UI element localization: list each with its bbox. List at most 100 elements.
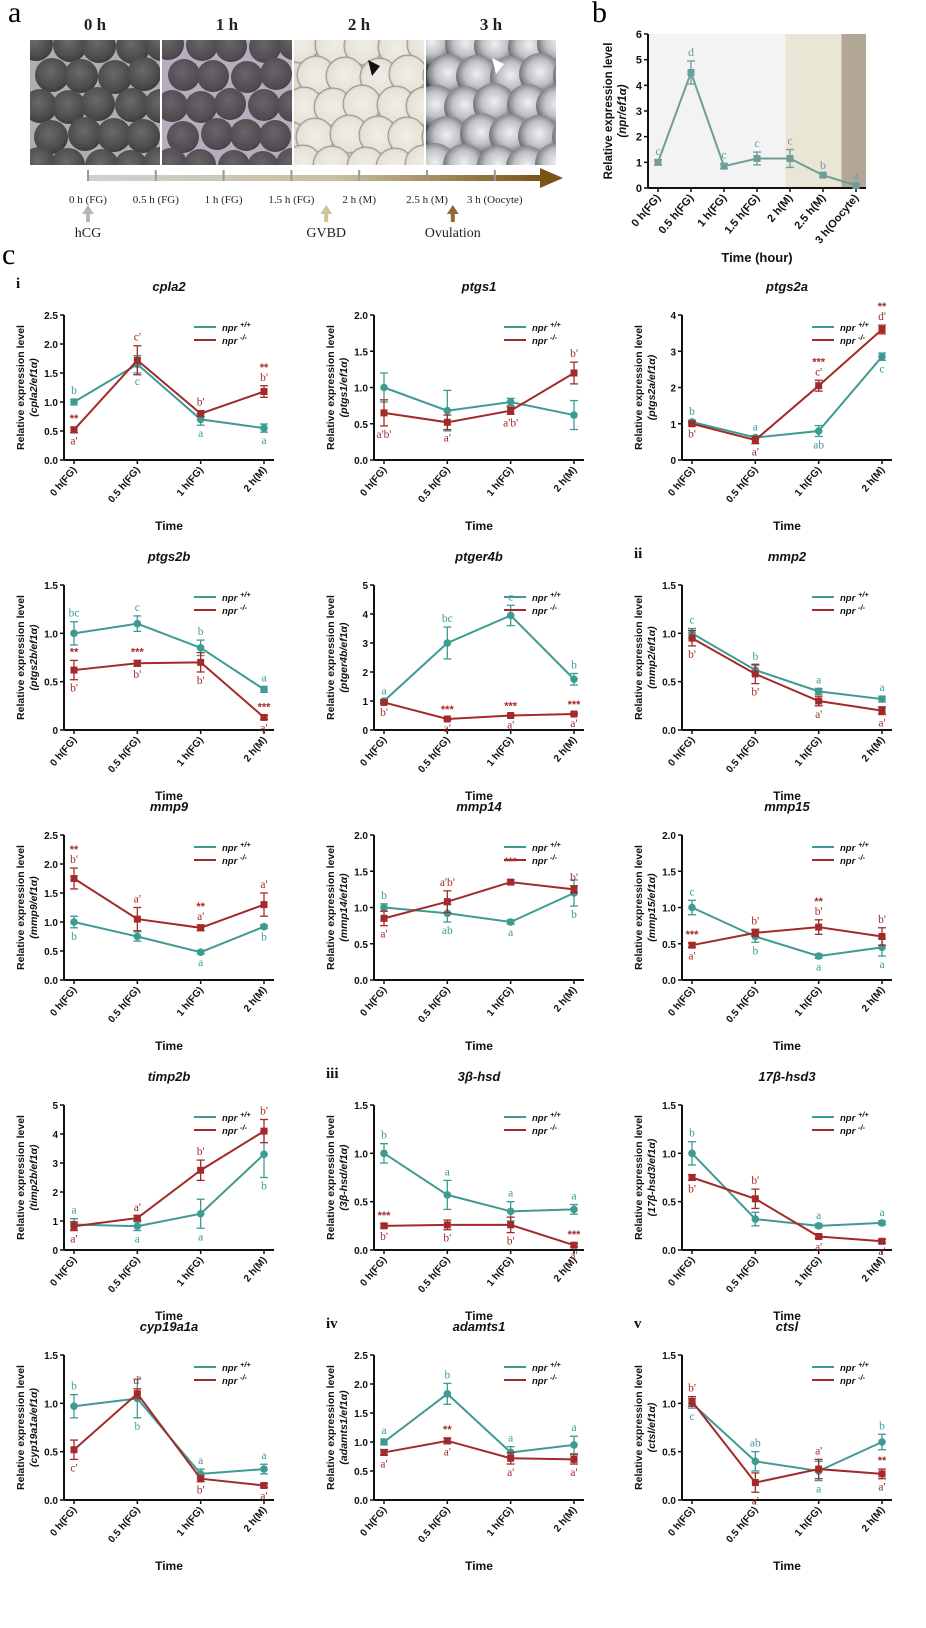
legend-label: npr +/+	[532, 1360, 561, 1374]
significance-letter: d	[688, 45, 694, 59]
significance-letter: d'	[133, 1375, 141, 1387]
y-axis-label-ratio: (mmp14/ef1α)	[338, 873, 350, 942]
x-tick-label: 0.5 h(FG)	[106, 1255, 142, 1295]
oocyte	[421, 127, 424, 147]
x-tick-label: 0.5 h(FG)	[416, 1255, 452, 1295]
legend-label: npr +/+	[532, 840, 561, 854]
data-point	[197, 410, 205, 418]
significance-letter: b	[879, 1420, 885, 1432]
oocyte	[143, 147, 160, 165]
oocyte	[162, 90, 188, 122]
y-tick-label: 0.0	[44, 1496, 58, 1507]
panel-label-b: b	[592, 0, 607, 29]
legend-label: npr +/+	[840, 1360, 869, 1374]
y-axis-label: Relative expression level	[15, 595, 27, 720]
significance-letter: a'	[815, 1241, 822, 1253]
significance-letter: b	[261, 931, 267, 943]
chart-timp2b: timp2b 0 1 2 3 4 5 0 h(FG) 0.5 h(FG) 1 h(FG) 2 h(M…	[15, 1069, 274, 1323]
oocyte	[30, 40, 53, 61]
x-tick-label: 1 h(FG)	[485, 465, 516, 499]
significance-letter: a	[198, 957, 203, 969]
significance-letter: b	[444, 1369, 450, 1381]
y-axis-label-ratio: (ptger4b/ef1α)	[338, 622, 350, 693]
panel-c-grid: i cpla2 0.0 0.5 1.0 1.5 2.0 2.5 0 h(FG) 0.5 h(FG)…	[0, 270, 926, 1628]
x-axis-label: Time	[155, 1039, 183, 1053]
significance-letter: b	[71, 385, 77, 397]
x-tick-label: 1 h(FG)	[175, 735, 206, 769]
significance-stars: **	[70, 413, 79, 425]
data-point	[260, 1465, 268, 1473]
significance-letter: a'	[815, 1445, 822, 1457]
data-point	[380, 1149, 388, 1158]
x-tick-label: 0.5 h(FG)	[724, 735, 760, 775]
x-tick-label: 2 h(M)	[860, 1505, 887, 1535]
oocyte	[375, 147, 415, 165]
oocyte	[278, 40, 292, 60]
oocyte	[405, 86, 424, 126]
event-arrow-icon	[82, 205, 94, 214]
oocyte	[115, 88, 149, 122]
y-tick-label: 1.5	[662, 867, 676, 878]
oocyte	[214, 88, 246, 120]
y-tick-label: 1.0	[662, 1149, 676, 1160]
significance-letter: b'	[260, 372, 268, 384]
photo-label: 3 h	[480, 15, 503, 34]
x-axis-label: Time	[773, 1039, 801, 1053]
y-tick-label: 0.5	[662, 1198, 676, 1209]
timeline-tick-label: 1 h (FG)	[205, 194, 243, 206]
significance-letter: bc	[442, 613, 453, 625]
significance-letter: b'	[70, 683, 78, 695]
significance-letter: a'	[260, 879, 267, 891]
x-axis-label: Time	[465, 1039, 493, 1053]
photo-label: 1 h	[216, 15, 239, 34]
y-axis-label: Relative expression level	[325, 595, 337, 720]
significance-stars: **	[260, 362, 269, 374]
data-point	[380, 903, 388, 912]
significance-letter: a	[816, 961, 821, 973]
significance-letter: b	[752, 651, 758, 663]
data-point	[720, 162, 728, 170]
data-point	[443, 898, 451, 906]
y-tick-label: 2	[636, 132, 642, 144]
oocyte	[51, 148, 85, 165]
significance-letter: a	[816, 1210, 821, 1222]
x-axis-label: Time	[465, 1559, 493, 1573]
data-point	[815, 382, 823, 390]
series-line	[691, 632, 883, 701]
y-tick-label: 4	[52, 1130, 58, 1141]
oocyte	[68, 117, 102, 151]
chart-adamts1: iv adamts1 0.0 0.5 1.0 1.5 2.0 2.5 0 h(FG) 0.5 h(…	[325, 1316, 584, 1573]
data-point	[878, 933, 886, 940]
chart-mmp2: ii mmp2 0.0 0.5 1.0 1.5 0 h(FG) 0.5 h(FG) 1 h(FG…	[633, 546, 892, 803]
significance-letter: a'	[70, 436, 77, 448]
series-line	[73, 1130, 265, 1228]
y-tick-label: 0.5	[44, 947, 58, 958]
series-line	[383, 701, 575, 720]
y-axis-label-ratio: (ptgs2b/ef1α)	[28, 624, 40, 691]
x-tick-label: 0 h(FG)	[358, 985, 389, 1019]
y-tick-label: 2	[362, 668, 368, 679]
y-tick-label: 1.5	[354, 1409, 368, 1420]
significance-stars: **	[196, 901, 205, 913]
significance-stars: **	[70, 844, 79, 856]
legend-label: npr +/+	[532, 1110, 561, 1124]
y-tick-label: 0.5	[662, 678, 676, 689]
chart-title: mmp9	[150, 799, 189, 814]
y-tick-label: 1.0	[354, 1438, 368, 1449]
y-tick-label: 1.5	[354, 1101, 368, 1112]
x-tick-label: 1.5 h(FG)	[722, 192, 762, 236]
oocyte	[184, 149, 216, 165]
x-tick-label: 0 h(FG)	[629, 192, 663, 229]
micrograph-3: 3 h	[426, 15, 556, 165]
chart-title: cyp19a1a	[140, 1319, 199, 1334]
legend-label: npr +/+	[840, 1110, 869, 1124]
oocyte	[185, 91, 217, 123]
chart-title: ptgs1	[461, 279, 497, 294]
chart-ptgs1: ptgs1 0.0 0.5 1.0 1.5 2.0 0 h(FG) 0.5 h(FG) 1 h(…	[325, 279, 584, 533]
x-tick-label: 2 h(M)	[552, 465, 579, 495]
y-axis-label-ratio: (ctsl/ef1α)	[646, 1402, 658, 1452]
x-tick-label: 0 h(FG)	[48, 1505, 79, 1539]
series-line	[383, 892, 575, 924]
y-tick-label: 0.5	[44, 678, 58, 689]
oocyte	[230, 119, 262, 151]
